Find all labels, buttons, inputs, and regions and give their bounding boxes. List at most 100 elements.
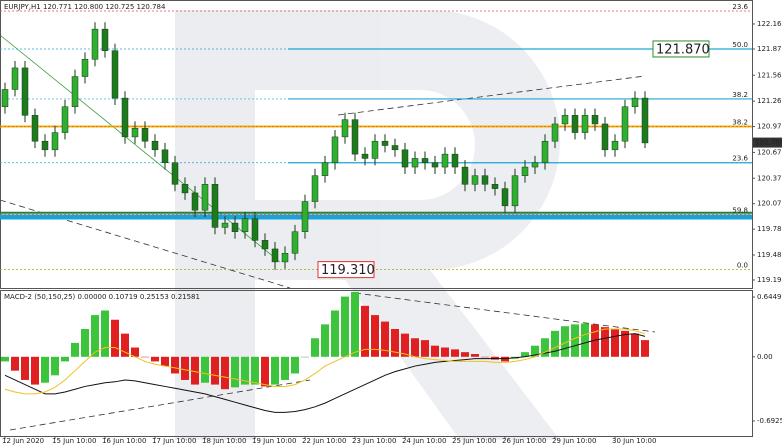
macd-bar [221,356,229,390]
candle-body [461,166,469,185]
candle-body [601,123,609,151]
macd-bar [521,352,529,357]
macd-bar [561,326,569,357]
macd-bar [191,356,199,385]
x-tick-label: 15 Jun 10:00 [52,437,96,445]
candle-body [541,140,549,163]
candle-body [411,158,419,168]
x-tick-label: 30 Jun 10:00 [612,437,656,445]
macd-bar [91,315,99,357]
annotation-box [652,40,710,58]
macd-bar [21,356,29,380]
candle-body [551,123,559,142]
macd-bar [101,310,109,357]
macd-panel [0,290,753,437]
macd-bar [151,356,159,362]
x-tick-label: 22 Jun 10:00 [302,437,346,445]
x-tick-label: 18 Jun 10:00 [202,437,246,445]
macd-bar [301,356,309,358]
macd-bar [1,356,9,362]
candle-body [221,222,229,228]
candle-body [471,175,479,185]
fib-label: 23.6 [732,3,748,11]
candle-body [61,106,69,133]
y-tick-label: 120.670 [757,148,782,156]
macd-bar [351,291,359,357]
candle-body [351,119,359,155]
macd-bar [241,356,249,385]
candle-body [381,140,389,146]
trend-line [354,292,656,333]
candle-body [281,253,289,263]
candle-body [421,158,429,163]
macd-bar [311,338,319,357]
macd-bar [381,321,389,357]
candle-body [451,153,459,168]
macd-bar [71,342,79,357]
main-panel [0,0,753,289]
macd-line [4,328,646,395]
macd-bar [11,356,19,371]
y-tick-label: 122.160 [757,20,782,28]
macd-bar [181,356,189,380]
last-price-tag [753,137,782,148]
candle-body [561,115,569,125]
fib-label: 0.0 [737,262,748,270]
candle-body [441,153,449,168]
x-tick-label: 16 Jun 10:00 [102,437,146,445]
candle-body [531,162,539,168]
candle-body [181,184,189,194]
candle-body [491,184,499,189]
macd-bar [631,333,639,357]
candle-body [271,248,279,263]
macd-line [4,333,646,413]
candle-body [401,149,409,168]
macd-bar [411,338,419,357]
fib-label: 23.6 [732,155,748,163]
x-tick-label: 29 Jun 10:00 [552,437,596,445]
fib-label: 38.2 [732,91,748,99]
candle-body [1,89,9,107]
candle-body [591,115,599,125]
candle-body [641,97,649,144]
macd-bar [51,356,59,376]
candle-body [211,184,219,228]
macd-bar [341,296,349,357]
trend-line [9,379,311,431]
macd-bar [371,315,379,357]
candle-body [101,28,109,51]
macd-bar [261,356,269,387]
x-tick-label: 23 Jun 10:00 [352,437,396,445]
candle-body [631,97,639,107]
macd-bar [441,347,449,357]
y-tick-label: 120.075 [757,200,782,208]
candle-body [331,136,339,163]
y-tick-label: 120.970 [757,123,782,131]
macd-bar [431,345,439,357]
macd-bar [461,352,469,357]
candle-body [311,175,319,202]
fib-label: 50.0 [732,41,748,49]
candle-body [11,67,19,90]
macd-bar [31,356,39,385]
candle-body [581,115,589,133]
y-tick-label: 120.370 [757,174,782,182]
macd-bar [211,356,219,385]
candle-body [321,162,329,176]
macd-bar [641,340,649,357]
y-tick-label: 121.565 [757,71,782,79]
x-tick-label: 19 Jun 10:00 [252,437,296,445]
macd-bar [231,356,239,388]
x-tick-label: 25 Jun 10:00 [452,437,496,445]
macd-bar [281,356,289,380]
candle-body [611,140,619,151]
macd-bar [601,327,609,357]
candle-body [291,231,299,254]
candle-body [241,218,249,232]
macd-bar [111,319,119,357]
candle-body [51,132,59,151]
annotation-label: 119.310 [321,263,375,278]
candle-body [431,162,439,168]
macd-bar [571,324,579,357]
